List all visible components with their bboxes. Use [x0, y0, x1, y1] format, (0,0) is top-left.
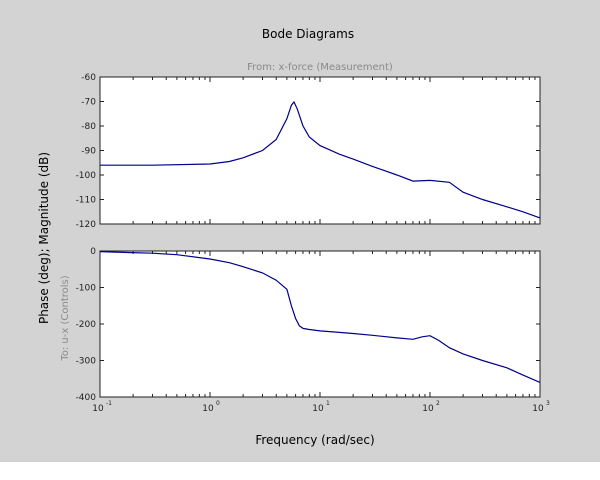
magnitude-ytick-label: -90 — [81, 147, 96, 157]
phase-ytick-label: -100 — [76, 284, 97, 294]
phase-ytick-label: 0 — [90, 247, 96, 257]
sub-y-axis-label: To: u-x (Controls) — [60, 275, 71, 361]
x-tick-label: 10 — [92, 404, 104, 414]
magnitude-y-axis: -60 -70 -80 -90 -100 -110 -120 — [76, 73, 540, 230]
phase-series-line — [99, 251, 541, 383]
figure-bottom-strip — [0, 462, 600, 480]
magnitude-ytick-label: -80 — [81, 122, 96, 132]
phase-ytick-label: -300 — [76, 357, 97, 367]
x-axis-label: Frequency (rad/sec) — [255, 433, 374, 447]
magnitude-ytick-label: -60 — [81, 73, 96, 83]
x-tick-label: 10 — [422, 404, 434, 414]
phase-ytick-label: -400 — [76, 393, 97, 403]
x-tick-label: 10 — [312, 404, 324, 414]
magnitude-ytick-label: -100 — [76, 171, 97, 181]
chart-subtitle: From: x-force (Measurement) — [247, 62, 393, 73]
magnitude-plot-area — [99, 76, 541, 225]
phase-y-axis: 0 -100 -200 -300 -400 — [76, 247, 540, 403]
x-tick-exponent: -1 — [106, 400, 112, 407]
magnitude-ytick-label: -120 — [76, 220, 97, 230]
x-tick-exponent: 0 — [216, 400, 220, 407]
magnitude-series-line — [100, 100, 541, 219]
x-tick-label: 10 — [202, 404, 214, 414]
x-tick-exponent: 2 — [436, 400, 440, 407]
magnitude-ytick-label: -110 — [76, 196, 97, 206]
x-tick-exponent: 1 — [326, 400, 330, 407]
x-tick-label: 10 — [532, 404, 544, 414]
phase-plot-area — [99, 250, 541, 398]
y-axis-label: Phase (deg); Magnitude (dB) — [37, 152, 51, 324]
phase-ytick-label: -200 — [76, 320, 97, 330]
x-tick-exponent: 3 — [546, 400, 550, 407]
chart-title: Bode Diagrams — [262, 27, 354, 41]
magnitude-ytick-label: -70 — [81, 98, 96, 108]
